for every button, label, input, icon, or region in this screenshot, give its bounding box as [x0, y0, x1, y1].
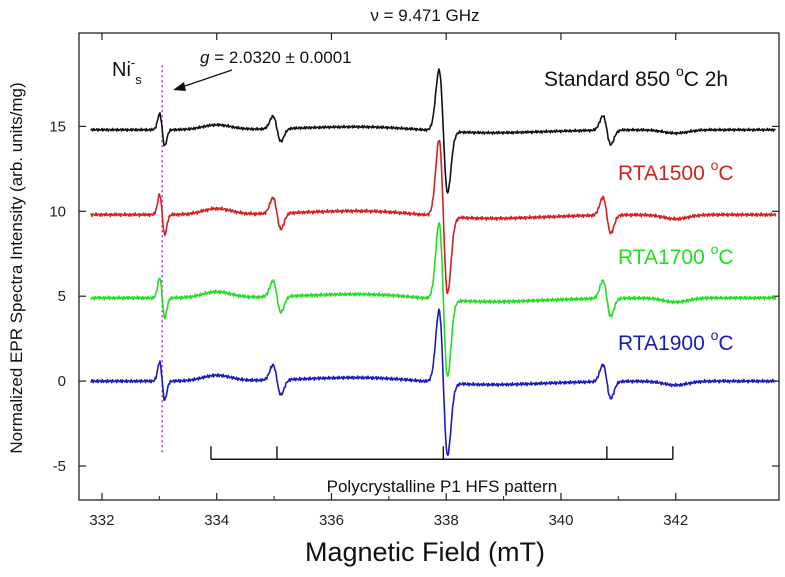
x-tick-label: 332: [89, 512, 114, 529]
ni-label-superscript: -: [131, 55, 135, 70]
series-line: [90, 68, 776, 194]
g-value: = 2.0320 ± 0.0001: [209, 48, 351, 67]
series-label: RTA1700 oC: [618, 241, 734, 269]
x-tick-label: 340: [548, 512, 573, 529]
ni-label-main: Ni: [112, 59, 131, 81]
ni-label-subscript: s: [135, 72, 142, 87]
x-tick-label: 338: [434, 512, 459, 529]
y-tick-label: 15: [49, 118, 66, 135]
x-tick-label: 334: [204, 512, 229, 529]
x-tick-label: 336: [319, 512, 344, 529]
series-line: [89, 222, 777, 377]
y-tick-label: 0: [58, 373, 66, 390]
y-tick-label: 10: [49, 203, 66, 220]
plot-frame: [78, 32, 780, 501]
series-label: RTA1900 oC: [618, 327, 734, 355]
ni-label: Ni-s: [112, 55, 142, 87]
x-axis-title: Magnetic Field (mT): [305, 537, 545, 567]
x-axis: 332 334 336 338 340 342: [89, 33, 688, 529]
chart-title: ν = 9.471 GHz: [370, 6, 479, 25]
hfs-pattern-label: Polycrystalline P1 HFS pattern: [327, 477, 558, 496]
series-group: Standard 850 oC 2h RTA1500 oC RTA1700 oC RT…: [89, 63, 777, 457]
hfs-pattern-bracket: [210, 446, 674, 460]
y-tick-label: -5: [53, 458, 66, 475]
series-label: RTA1500 oC: [618, 157, 734, 185]
series-line: [90, 139, 777, 295]
y-axis-title: Normalized EPR Spectra Intensity (arb. u…: [7, 82, 26, 453]
y-axis: -5 0 5 10 15: [49, 118, 779, 475]
series-label: Standard 850 oC 2h: [544, 63, 728, 91]
x-tick-label: 342: [663, 512, 688, 529]
g-value-annotation: g = 2.0320 ± 0.0001: [200, 48, 352, 67]
g-arrow: [173, 69, 233, 91]
series-line: [90, 308, 777, 457]
y-tick-label: 5: [58, 288, 66, 305]
g-symbol: g: [200, 48, 210, 67]
